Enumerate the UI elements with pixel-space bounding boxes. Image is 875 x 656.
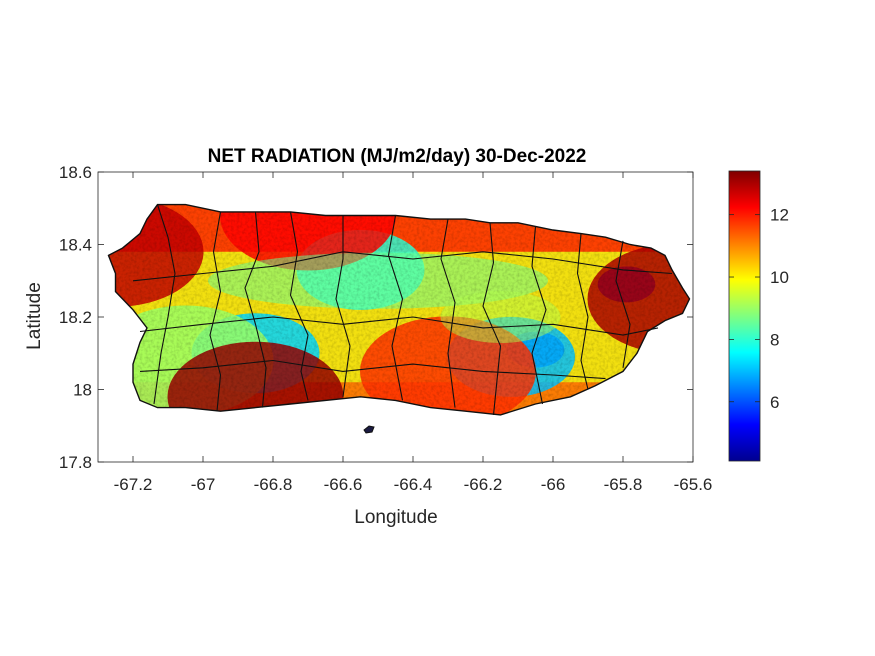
colorbar-tick-label: 6 (770, 393, 779, 412)
municipal-boundary (289, 211, 309, 401)
x-axis-label: Longitude (354, 507, 437, 528)
x-tick-label: -67.2 (114, 475, 153, 494)
chart-title: NET RADIATION (MJ/m2/day) 30-Dec-2022 (208, 146, 587, 167)
colorbar-tick-label: 12 (770, 206, 789, 225)
x-tick-label: -66.4 (394, 475, 433, 494)
x-tick-label: -65.8 (604, 475, 643, 494)
y-tick-label: 18.4 (59, 236, 92, 255)
municipal-boundary (576, 233, 589, 390)
colorbar-tick-label: 8 (770, 330, 779, 349)
x-axis: -67.2 -67 -66.8 -66.6 -66.4 -66.2 -66 -65.8 -65.… (114, 172, 713, 494)
municipal-boundary (335, 215, 351, 397)
colorbar (728, 170, 761, 462)
municipal-boundary (139, 316, 659, 336)
y-axis-label: Latitude (24, 282, 45, 350)
x-tick-label: -66.8 (254, 475, 293, 494)
y-axis: 18.6 18.4 18.2 18 17.8 (59, 163, 693, 472)
municipal-boundary (531, 226, 547, 405)
municipal-boundary (244, 211, 267, 408)
municipal-boundary (440, 219, 456, 408)
municipal-boundaries (132, 204, 673, 415)
island-outline (107, 203, 691, 416)
municipal-boundary (615, 240, 631, 368)
municipal-boundary (139, 359, 606, 380)
colorbar-ticks: 6 8 10 12 (729, 206, 789, 412)
y-tick-label: 18.6 (59, 163, 92, 182)
x-tick-label: -66.6 (324, 475, 363, 494)
colorbar-tick-label: 10 (770, 268, 789, 287)
small-island (363, 425, 375, 434)
x-tick-label: -66 (541, 475, 566, 494)
x-tick-label: -67 (191, 475, 216, 494)
y-tick-label: 17.8 (59, 453, 92, 472)
municipal-boundary (132, 251, 673, 282)
municipal-boundary (153, 204, 176, 405)
x-tick-label: -66.2 (464, 475, 503, 494)
municipal-boundary (482, 222, 502, 415)
x-tick-label: -65.6 (674, 475, 713, 494)
y-tick-label: 18 (73, 381, 92, 400)
municipal-boundary (387, 215, 404, 401)
municipal-boundary (209, 211, 222, 412)
y-tick-label: 18.2 (59, 308, 92, 327)
